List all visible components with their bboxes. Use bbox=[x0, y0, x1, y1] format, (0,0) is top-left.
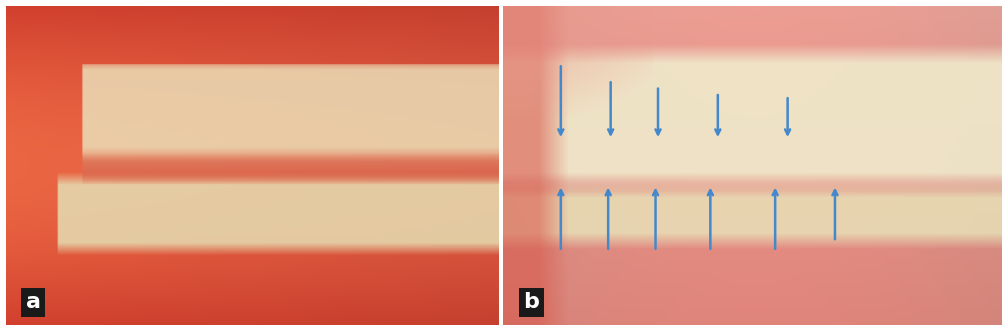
Text: b: b bbox=[523, 292, 539, 312]
Text: a: a bbox=[26, 292, 40, 312]
